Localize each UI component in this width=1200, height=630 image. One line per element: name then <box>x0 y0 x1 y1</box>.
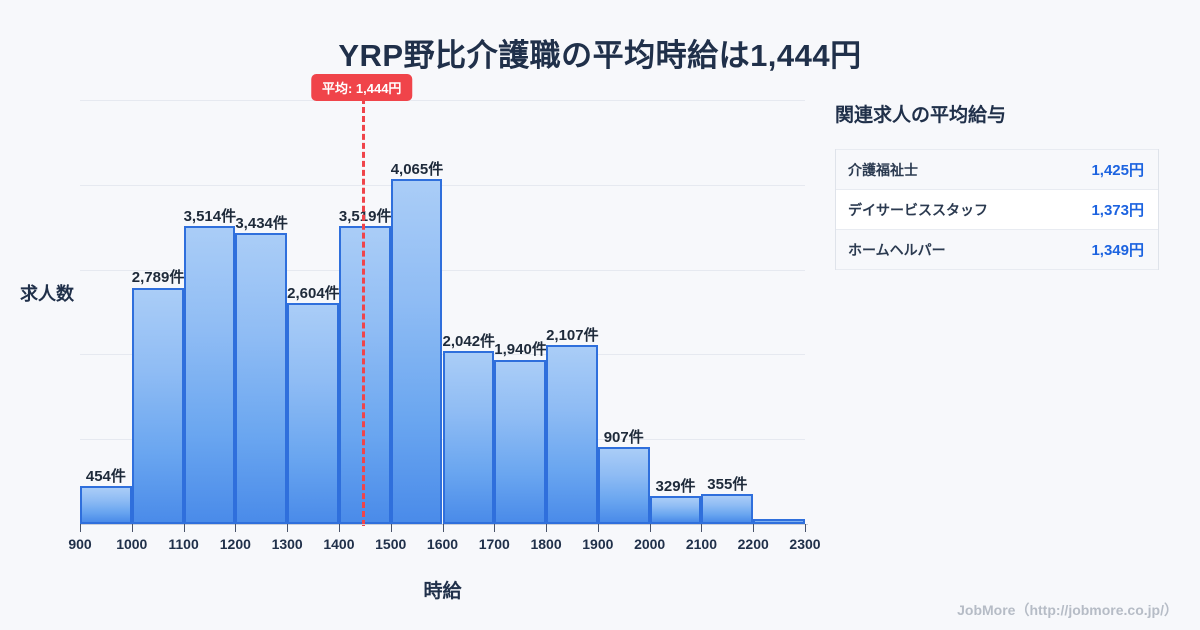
average-wage-cell: 1,425円 <box>1091 162 1144 179</box>
bar-value-label: 355件 <box>707 475 748 493</box>
x-axis-tick-label: 2000 <box>634 536 666 552</box>
average-wage-cell: 1,349円 <box>1091 242 1144 259</box>
x-axis-label: 時給 <box>423 581 462 602</box>
bar[interactable] <box>80 485 132 524</box>
bar[interactable] <box>649 496 702 524</box>
bar-series: 454件 2,789件 3,514件 3,434件 2,604件 3,519件 4,065件… <box>80 100 805 524</box>
x-axis-tick <box>442 524 444 532</box>
gridline <box>80 100 805 101</box>
bar[interactable] <box>546 345 598 524</box>
plot-area: 454件 2,789件 3,514件 3,434件 2,604件 3,519件 4,065件… <box>80 74 805 526</box>
page-title: YRP野比介護職の平均時給は1,444円 <box>338 38 862 73</box>
x-axis-tick <box>131 524 133 532</box>
bar[interactable] <box>287 303 339 524</box>
x-axis-tick-label: 1200 <box>219 536 251 552</box>
table-row[interactable]: ホームヘルパー 1,349円 <box>836 230 1158 270</box>
x-axis-tick-label: 1000 <box>116 536 148 552</box>
x-axis-tick-label: 2100 <box>685 536 717 552</box>
bar[interactable] <box>131 287 184 524</box>
gridline <box>80 184 805 186</box>
x-axis-tick-label: 900 <box>68 536 92 552</box>
x-axis-tick-label: 1900 <box>582 536 614 552</box>
x-axis-tick-label: 2200 <box>737 536 769 552</box>
job-title-cell: 介護福祉士 <box>848 161 918 178</box>
x-axis-tick <box>701 524 703 532</box>
table-row[interactable]: デイサービススタッフ 1,373円 <box>836 190 1158 230</box>
x-axis-tick <box>338 524 340 532</box>
x-axis-tick <box>805 524 806 532</box>
bar[interactable] <box>338 225 391 524</box>
x-axis-tick-label: 1400 <box>323 536 355 552</box>
x-axis-tick <box>649 524 651 532</box>
bar-value-label: 3,434件 <box>235 214 288 232</box>
bar[interactable] <box>701 493 754 524</box>
bar-value-label: 1,940件 <box>494 341 547 359</box>
x-axis-tick-label: 2300 <box>789 536 821 552</box>
x-axis-tick <box>287 524 289 532</box>
x-axis-tick <box>753 524 755 532</box>
bar[interactable] <box>597 447 650 524</box>
bar-value-label: 2,107件 <box>546 327 599 345</box>
bar-value-label: 454件 <box>85 467 126 485</box>
bar-value-label: 907件 <box>603 429 644 447</box>
bar[interactable] <box>753 518 805 524</box>
x-axis-tick-label: 1500 <box>375 536 407 552</box>
x-axis-tick <box>390 524 392 532</box>
related-salary-table: 介護福祉士 1,425円デイサービススタッフ 1,373円ホームヘルパー 1,349円 <box>835 149 1159 270</box>
bar-value-label: 4,065件 <box>390 161 444 179</box>
x-axis-tick-label: 1300 <box>271 536 303 552</box>
average-wage-cell: 1,373円 <box>1091 202 1144 219</box>
average-badge: 平均: 1,444円 <box>310 74 413 101</box>
histogram-chart: 求人数 454件 2,789件 3,514件 3,434件 2,604件 3,519件 4,… <box>0 74 835 602</box>
related-salary-title: 関連求人の平均給与 <box>835 105 1007 126</box>
footer-credit: JobMore（http://jobmore.co.jp/） <box>957 602 1178 618</box>
related-salary-panel: 関連求人の平均給与 介護福祉士 1,425円デイサービススタッフ 1,373円ホーム… <box>835 100 1165 270</box>
x-axis-tick <box>235 524 237 532</box>
x-axis-tick-label: 1800 <box>530 536 562 552</box>
bar-value-label: 2,042件 <box>442 332 496 350</box>
x-axis-tick <box>183 524 185 532</box>
job-title-cell: ホームヘルパー <box>848 241 946 258</box>
bar[interactable] <box>442 350 495 524</box>
bar[interactable] <box>183 226 236 524</box>
bar-value-label: 329件 <box>655 478 696 496</box>
gridline <box>80 269 805 271</box>
average-dashed-line <box>361 98 365 526</box>
y-axis-label: 求人数 <box>20 284 74 304</box>
x-axis-tick <box>80 524 81 532</box>
job-title-cell: デイサービススタッフ <box>848 201 988 218</box>
x-axis-tick-label: 1700 <box>478 536 510 552</box>
bar[interactable] <box>494 359 547 524</box>
x-axis-tick <box>597 524 599 532</box>
bar-value-label: 3,514件 <box>183 208 237 225</box>
x-axis-tick <box>494 524 496 532</box>
bar-value-label: 3,519件 <box>338 207 392 225</box>
bar-value-label: 2,604件 <box>287 285 340 303</box>
x-axis-tick <box>546 524 548 532</box>
bar[interactable] <box>390 179 443 524</box>
x-axis-line <box>80 524 808 525</box>
x-axis-tick-label: 1600 <box>426 536 459 552</box>
bar-value-label: 2,789件 <box>131 269 185 287</box>
table-row[interactable]: 介護福祉士 1,425円 <box>836 149 1158 190</box>
bar[interactable] <box>235 232 288 524</box>
x-axis-tick-label: 1100 <box>168 536 199 552</box>
